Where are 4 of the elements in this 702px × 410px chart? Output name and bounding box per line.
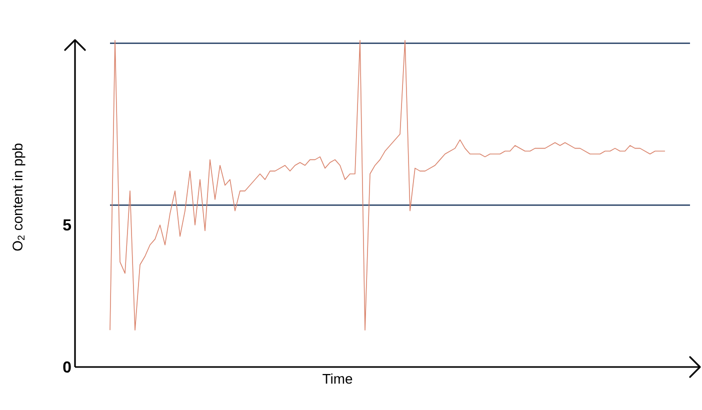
y-tick-label: 0 — [63, 361, 71, 373]
y-tick-label: 5 — [63, 219, 72, 231]
y-axis-title: O$_{2}$ content in ppb — [12, 144, 26, 251]
x-axis-title: Time — [322, 374, 352, 384]
